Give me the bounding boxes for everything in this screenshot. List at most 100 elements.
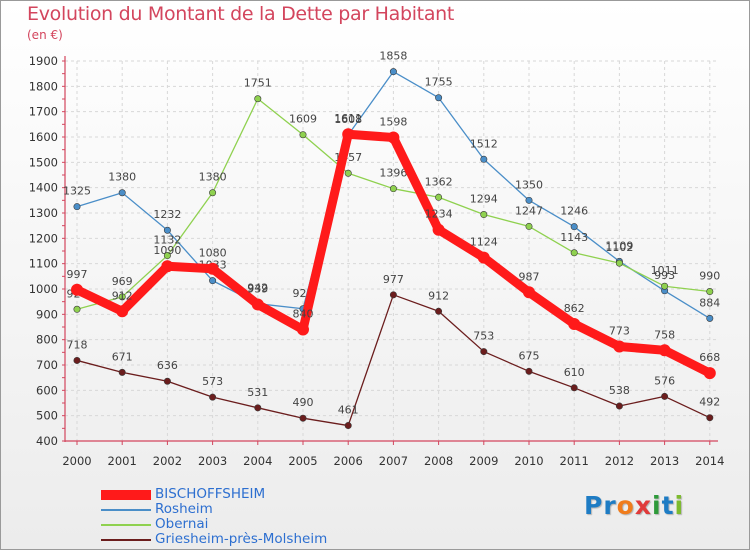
data-point xyxy=(480,155,488,163)
y-tick-label: 1300 xyxy=(29,206,58,220)
data-point xyxy=(435,193,443,201)
data-label: 1512 xyxy=(470,137,498,150)
data-point xyxy=(163,226,171,234)
y-tick-label: 1100 xyxy=(29,257,58,271)
data-label: 987 xyxy=(519,270,540,283)
data-point xyxy=(254,404,262,412)
logo-letter: P xyxy=(584,491,604,520)
data-label: 912 xyxy=(428,289,449,302)
data-point xyxy=(73,356,81,364)
x-tick-label: 2003 xyxy=(198,454,227,468)
x-tick-label: 2008 xyxy=(424,454,453,468)
data-label: 1396 xyxy=(379,167,407,180)
data-label: 573 xyxy=(202,375,223,388)
data-label: 1609 xyxy=(289,113,317,126)
data-label: 773 xyxy=(609,325,630,338)
data-label: 1232 xyxy=(153,208,181,221)
data-label: 969 xyxy=(112,275,133,288)
legend-label: BISCHOFFSHEIM xyxy=(155,486,266,502)
data-point xyxy=(71,283,83,296)
data-point xyxy=(209,393,217,401)
legend-swatch xyxy=(101,489,151,500)
x-tick-label: 2011 xyxy=(560,454,589,468)
x-tick-label: 2006 xyxy=(334,454,363,468)
data-label: 912 xyxy=(112,289,133,302)
x-tick-label: 2001 xyxy=(108,454,137,468)
data-label: 671 xyxy=(112,350,133,363)
data-point xyxy=(73,203,81,211)
data-label: 1143 xyxy=(560,231,588,244)
logo-letter: x xyxy=(634,491,652,520)
data-point xyxy=(570,249,578,257)
x-tick-label: 2010 xyxy=(514,454,543,468)
data-point xyxy=(523,286,535,299)
data-point xyxy=(389,185,397,193)
data-label: 1246 xyxy=(560,205,588,218)
data-label: 997 xyxy=(67,268,88,281)
data-point xyxy=(209,277,217,285)
data-point xyxy=(116,305,129,318)
data-point xyxy=(342,128,355,141)
x-tick-label: 2002 xyxy=(153,454,182,468)
data-point xyxy=(615,259,623,267)
y-tick-label: 400 xyxy=(36,434,58,448)
data-label: 942 xyxy=(247,282,268,295)
data-point xyxy=(387,131,400,144)
data-point xyxy=(661,282,669,290)
data-label: 668 xyxy=(699,351,720,364)
data-point xyxy=(658,344,671,357)
y-tick-label: 500 xyxy=(36,409,58,423)
y-tick-label: 700 xyxy=(36,358,58,372)
x-tick-label: 2012 xyxy=(605,454,634,468)
data-point xyxy=(163,377,171,385)
data-label: 576 xyxy=(654,374,675,387)
data-point xyxy=(525,196,533,204)
data-point xyxy=(615,402,623,410)
data-point xyxy=(254,95,262,103)
data-label: 758 xyxy=(654,328,675,341)
data-point xyxy=(118,189,126,197)
y-tick-label: 1500 xyxy=(29,155,58,169)
data-point xyxy=(297,323,309,336)
data-point xyxy=(480,348,488,356)
legend-label: Griesheim-près-Molsheim xyxy=(155,531,328,547)
data-point xyxy=(706,314,714,322)
data-point xyxy=(570,384,578,392)
data-label: 1362 xyxy=(425,175,453,188)
data-point xyxy=(209,189,217,197)
logo-letter: r xyxy=(603,491,617,520)
data-label: 531 xyxy=(247,386,268,399)
data-label: 1247 xyxy=(515,204,543,217)
data-point xyxy=(613,340,626,353)
data-label: 884 xyxy=(699,296,720,309)
data-point xyxy=(118,293,126,301)
data-label: 1858 xyxy=(379,50,407,63)
y-tick-label: 600 xyxy=(36,383,58,397)
data-point xyxy=(344,169,352,177)
data-point xyxy=(251,298,264,311)
x-tick-label: 2007 xyxy=(379,454,408,468)
data-label: 753 xyxy=(473,330,494,343)
data-label: 1350 xyxy=(515,178,543,191)
logo-letter: i xyxy=(674,491,685,520)
x-tick-label: 2004 xyxy=(243,454,272,468)
data-label: 1608 xyxy=(334,113,362,126)
data-label: 1102 xyxy=(605,241,633,254)
y-tick-label: 900 xyxy=(36,307,58,321)
data-point xyxy=(344,422,352,430)
data-label: 636 xyxy=(157,359,178,372)
data-label: 1294 xyxy=(470,193,498,206)
x-tick-label: 2014 xyxy=(695,454,724,468)
data-label: 840 xyxy=(293,308,314,321)
data-label: 1234 xyxy=(425,208,453,221)
data-label: 1109 xyxy=(605,239,633,252)
data-label: 1080 xyxy=(199,247,227,260)
series-bischoffsheim xyxy=(71,128,716,380)
data-label: 1325 xyxy=(63,185,91,198)
y-tick-label: 800 xyxy=(36,333,58,347)
data-point xyxy=(568,317,581,330)
logo-letter: i xyxy=(652,491,662,520)
y-tick-label: 1800 xyxy=(29,79,58,93)
y-tick-label: 1200 xyxy=(29,231,58,245)
